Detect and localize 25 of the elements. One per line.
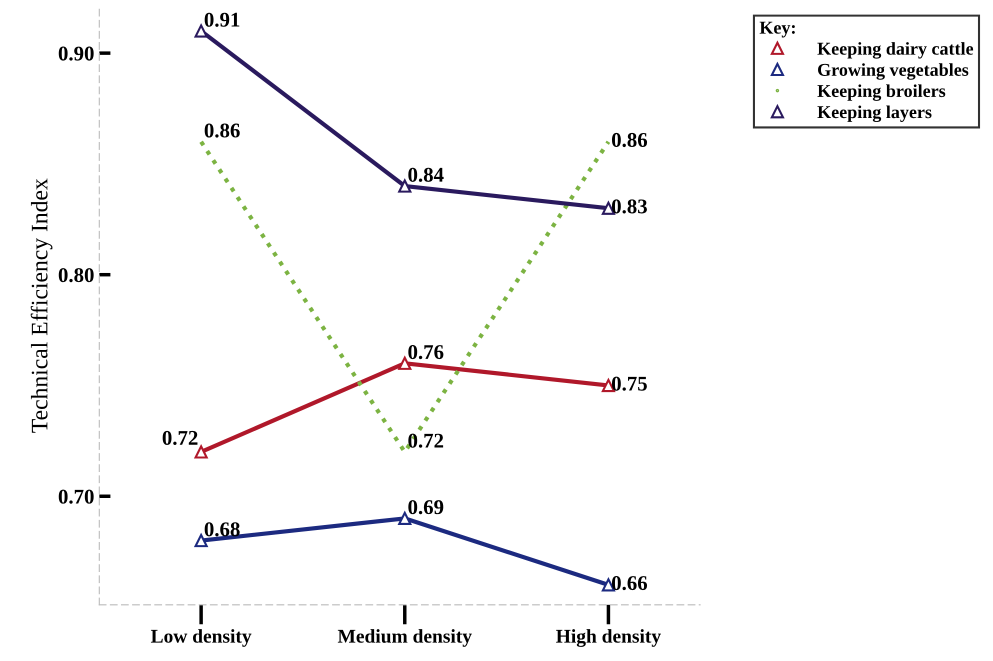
y-tick-label: 0.80	[58, 268, 94, 282]
data-label: 0.75	[612, 376, 647, 391]
data-label: 0.69	[408, 500, 444, 514]
data-label: 0.86	[612, 132, 648, 148]
data-label: 0.68	[204, 522, 240, 536]
legend-title: Key:	[760, 22, 795, 38]
data-label: 0.84	[408, 168, 444, 182]
data-label: 0.72	[408, 434, 444, 448]
data-label: 0.66	[612, 576, 648, 590]
data-label: 0.72	[162, 430, 198, 446]
x-tick-label: High density	[556, 629, 661, 647]
data-label: 0.76	[408, 345, 444, 360]
data-label: 0.91	[204, 12, 240, 27]
legend-label: Keeping layers	[817, 106, 932, 122]
point	[194, 445, 208, 459]
legend-label: Keeping dairy cattle	[817, 42, 974, 59]
x-tick-label: Medium density	[338, 629, 472, 647]
data-label: 0.86	[204, 123, 240, 138]
y-tick-label: 0.90	[58, 46, 94, 61]
x-tick-label: Low density	[150, 629, 252, 647]
legend-label: Keeping broilers	[817, 84, 946, 101]
y-tick-label: 0.70	[58, 490, 94, 504]
legend-label: Growing vegetables	[818, 63, 968, 80]
y-axis-title: Technical Efficiency Index	[30, 178, 52, 433]
data-label: 0.83	[612, 199, 647, 214]
